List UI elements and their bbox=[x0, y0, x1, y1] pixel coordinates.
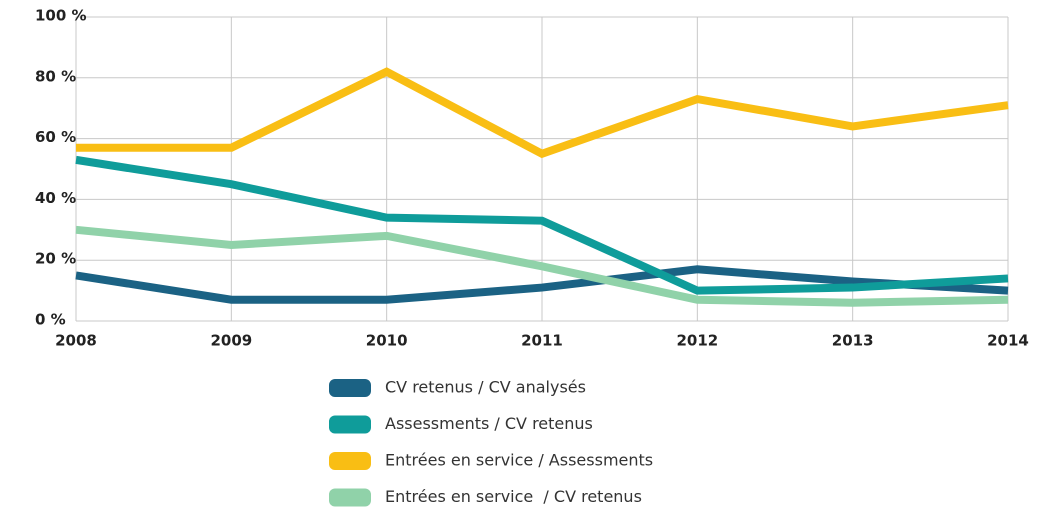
legend-label: Entrées en service / CV retenus bbox=[385, 487, 642, 506]
x-tick-label: 2009 bbox=[210, 332, 252, 350]
y-tick-label: 20 % bbox=[35, 250, 76, 268]
legend-swatch bbox=[329, 379, 371, 397]
y-tick-label: 80 % bbox=[35, 67, 76, 85]
x-tick-label: 2013 bbox=[832, 332, 874, 350]
legend-label: CV retenus / CV analysés bbox=[385, 378, 586, 397]
y-tick-label: 100 % bbox=[35, 7, 87, 25]
legend-label: Assessments / CV retenus bbox=[385, 414, 593, 433]
legend-label: Entrées en service / Assessments bbox=[385, 451, 653, 470]
y-tick-label: 40 % bbox=[35, 189, 76, 207]
series-line bbox=[75, 265, 1009, 304]
y-tick-label: 0 % bbox=[35, 311, 66, 329]
legend-swatch bbox=[329, 488, 371, 507]
legend-swatch bbox=[329, 415, 371, 434]
x-tick-label: 2008 bbox=[55, 332, 97, 350]
series-line bbox=[75, 225, 1009, 307]
x-tick-label: 2014 bbox=[987, 332, 1029, 350]
x-tick-label: 2011 bbox=[521, 332, 563, 350]
series-line bbox=[75, 155, 1009, 295]
legend-swatch bbox=[329, 452, 371, 470]
x-tick-label: 2012 bbox=[676, 332, 718, 350]
x-tick-label: 2010 bbox=[366, 332, 408, 350]
series-line bbox=[76, 67, 1009, 159]
y-tick-label: 60 % bbox=[35, 128, 76, 146]
